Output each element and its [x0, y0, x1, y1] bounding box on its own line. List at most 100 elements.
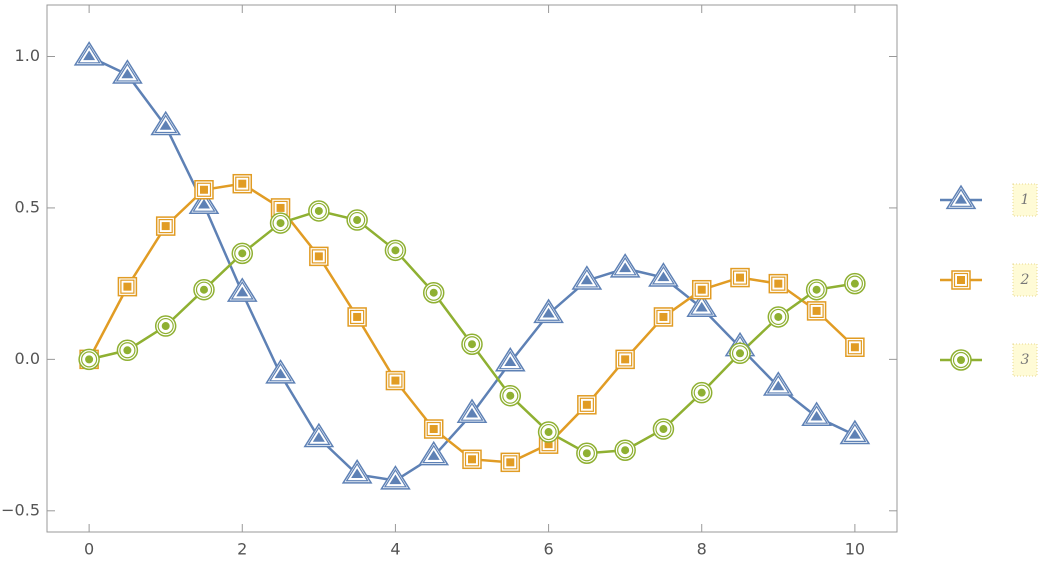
marker	[232, 173, 253, 194]
marker	[576, 442, 598, 465]
x-tick-label: 4	[390, 540, 400, 559]
marker-outer-inner	[345, 462, 369, 482]
marker-inner	[697, 388, 706, 397]
marker	[729, 342, 751, 365]
legend-label: 2	[1020, 272, 1030, 288]
legend-label-box	[1012, 263, 1038, 297]
marker	[500, 452, 521, 473]
marker-outer-inner	[579, 397, 594, 412]
marker-inner	[123, 282, 132, 291]
marker-inner	[197, 198, 210, 209]
marker-outer-inner	[846, 275, 863, 292]
marker-inner	[621, 355, 630, 364]
marker-outer-inner	[464, 452, 480, 467]
marker	[494, 346, 526, 372]
marker	[226, 277, 258, 302]
marker-outer-inner	[575, 268, 599, 288]
marker-inner	[351, 468, 364, 479]
marker-outer-inner	[196, 182, 212, 197]
marker-inner	[659, 312, 668, 321]
marker-outer-inner	[350, 309, 365, 325]
x-tick-label: 10	[845, 540, 865, 559]
marker	[801, 401, 832, 427]
legend-label: 1	[1021, 192, 1030, 208]
marker-inner	[391, 246, 400, 255]
marker-outer-inner	[949, 188, 973, 207]
y-tick-label: 0.0	[15, 349, 40, 368]
marker	[691, 279, 712, 300]
marker	[347, 307, 367, 327]
marker-inner	[274, 368, 287, 379]
marker	[768, 273, 789, 294]
marker-outer-inner	[690, 296, 714, 315]
marker	[609, 253, 641, 278]
marker-outer-inner	[158, 218, 173, 234]
marker	[462, 449, 482, 470]
marker-inner	[544, 428, 553, 437]
marker-inner	[774, 279, 783, 288]
marker-outer-inner	[809, 303, 824, 319]
x-tick-label: 0	[84, 540, 94, 559]
x-tick-label: 8	[697, 540, 707, 559]
marker-outer-inner	[694, 282, 709, 297]
x-tick-label: 2	[237, 540, 247, 559]
marker-outer-inner	[617, 442, 634, 459]
y-tick-label: 0.5	[15, 197, 40, 216]
marker	[193, 278, 215, 301]
marker-outer-inner	[230, 281, 254, 300]
marker-inner	[161, 222, 170, 231]
marker-outer-inner	[953, 272, 969, 288]
marker-outer-inner	[388, 373, 403, 388]
marker	[806, 301, 827, 321]
marker	[653, 307, 674, 327]
marker-inner	[504, 356, 517, 366]
marker-outer-inner	[656, 309, 671, 325]
marker-inner	[954, 194, 968, 204]
marker-outer-inner	[771, 276, 786, 291]
marker-outer-inner	[618, 352, 633, 367]
marker-inner	[429, 288, 438, 297]
marker-outer-inner	[77, 44, 101, 64]
marker-inner	[276, 219, 285, 228]
marker	[537, 421, 560, 443]
marker-inner	[695, 301, 708, 312]
marker-inner	[465, 407, 479, 418]
marker-outer-inner	[502, 387, 519, 404]
marker	[188, 189, 220, 215]
marker-inner	[123, 346, 132, 355]
marker-outer-inner	[235, 176, 250, 191]
marker-inner	[772, 380, 785, 391]
marker	[730, 267, 750, 288]
marker	[269, 212, 292, 234]
marker-inner	[957, 276, 965, 284]
marker	[150, 110, 182, 136]
marker-inner	[159, 120, 172, 130]
marker-outer-inner	[952, 351, 970, 369]
marker-inner	[353, 312, 362, 321]
marker	[690, 381, 713, 404]
marker	[380, 465, 411, 490]
marker-outer-inner	[613, 256, 637, 276]
marker-outer-inner	[311, 249, 326, 264]
marker	[303, 422, 335, 448]
marker	[614, 439, 636, 461]
marker-inner	[506, 391, 515, 400]
marker-outer-inner	[387, 242, 404, 259]
marker-outer-inner	[425, 284, 442, 301]
marker-inner	[697, 285, 706, 294]
marker-outer-inner	[540, 423, 557, 441]
marker-inner	[199, 185, 208, 194]
marker-inner	[389, 474, 402, 485]
marker-outer-inner	[234, 245, 251, 262]
marker-outer-inner	[651, 265, 676, 285]
marker-outer-inner	[115, 63, 139, 82]
marker	[155, 216, 176, 236]
marker	[571, 265, 603, 290]
marker-outer-inner	[81, 351, 98, 368]
marker	[309, 246, 329, 267]
marker-outer-inner	[655, 420, 672, 438]
marker-inner	[774, 312, 783, 321]
marker	[767, 306, 790, 328]
marker-outer-inner	[422, 444, 446, 464]
marker	[844, 272, 866, 295]
